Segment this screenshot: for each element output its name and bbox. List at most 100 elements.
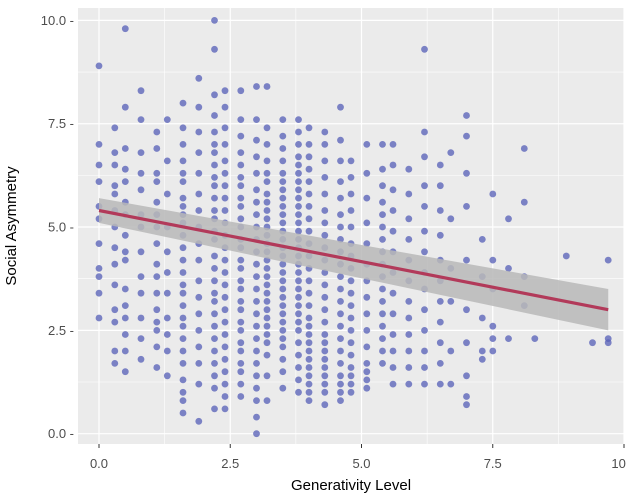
data-point xyxy=(179,157,187,165)
data-point xyxy=(389,347,397,355)
data-point xyxy=(295,351,302,359)
data-point xyxy=(237,298,245,305)
data-point xyxy=(337,273,344,280)
data-point xyxy=(279,327,287,334)
data-point xyxy=(347,339,355,347)
data-point xyxy=(337,103,344,111)
data-point xyxy=(363,343,371,351)
data-point xyxy=(363,141,371,148)
data-point xyxy=(478,347,486,355)
data-point xyxy=(295,153,302,161)
data-point xyxy=(253,153,260,161)
data-point xyxy=(405,215,413,223)
data-point xyxy=(279,302,287,309)
data-point xyxy=(211,252,218,260)
data-point xyxy=(337,360,344,367)
data-point xyxy=(405,298,413,305)
data-point xyxy=(363,360,371,367)
data-point xyxy=(263,306,271,314)
data-point xyxy=(337,194,344,202)
data-point xyxy=(305,314,313,322)
data-point xyxy=(436,161,444,169)
data-point xyxy=(95,161,103,169)
data-point xyxy=(153,306,161,314)
y-tick-label: 0.0 - xyxy=(48,426,74,441)
data-point xyxy=(137,289,145,297)
data-point xyxy=(221,306,229,314)
data-point xyxy=(237,339,245,347)
data-point xyxy=(137,314,145,322)
data-point xyxy=(211,347,218,355)
data-point xyxy=(337,178,344,186)
data-point xyxy=(237,161,245,169)
data-point xyxy=(295,219,302,227)
data-point xyxy=(295,128,302,136)
data-point xyxy=(263,124,271,132)
data-point xyxy=(111,190,119,198)
data-point xyxy=(153,289,161,297)
data-point xyxy=(195,360,203,367)
data-point xyxy=(221,318,229,326)
data-point xyxy=(389,364,397,371)
data-point xyxy=(121,178,129,186)
data-point xyxy=(321,128,329,136)
data-point xyxy=(221,182,229,190)
data-point xyxy=(305,397,313,404)
data-point xyxy=(305,227,313,235)
x-tick-label: 0.0 xyxy=(90,456,108,471)
data-point xyxy=(363,384,371,392)
data-point xyxy=(179,360,187,367)
data-point xyxy=(379,298,386,305)
data-point xyxy=(137,169,145,177)
data-point xyxy=(221,269,229,276)
data-point xyxy=(489,256,497,264)
data-point xyxy=(263,339,271,347)
data-point xyxy=(379,198,386,206)
data-point xyxy=(253,198,260,206)
data-point xyxy=(153,198,161,206)
data-point xyxy=(121,25,129,33)
data-point xyxy=(295,161,302,169)
data-point xyxy=(321,318,329,326)
data-point xyxy=(263,322,271,330)
data-point xyxy=(363,293,371,301)
data-point xyxy=(253,298,260,305)
data-point xyxy=(604,339,612,347)
data-point xyxy=(211,112,218,119)
data-point xyxy=(195,207,203,214)
data-point xyxy=(447,380,455,388)
data-point xyxy=(478,236,486,243)
data-point xyxy=(604,256,612,264)
data-point xyxy=(279,343,287,351)
data-point xyxy=(305,124,313,132)
data-point xyxy=(321,141,329,148)
data-point xyxy=(463,339,470,347)
data-point xyxy=(279,169,287,177)
data-point xyxy=(337,136,344,144)
data-point xyxy=(137,273,145,280)
data-point xyxy=(253,360,260,367)
data-point xyxy=(379,360,386,367)
data-point xyxy=(463,203,470,210)
data-point xyxy=(305,289,313,297)
data-point xyxy=(321,401,329,409)
data-point xyxy=(95,62,103,70)
data-point xyxy=(421,248,428,256)
data-point xyxy=(279,335,287,342)
data-point xyxy=(211,194,218,202)
data-point xyxy=(295,186,302,194)
data-point xyxy=(163,347,171,355)
data-point xyxy=(153,169,161,177)
data-point xyxy=(295,285,302,293)
data-point xyxy=(279,285,287,293)
data-point xyxy=(447,298,455,305)
x-axis-ticks xyxy=(98,444,625,448)
data-point xyxy=(179,397,187,404)
data-point xyxy=(305,355,313,363)
data-point xyxy=(237,149,245,157)
data-point xyxy=(111,306,119,314)
data-point xyxy=(337,322,344,330)
data-point xyxy=(111,124,119,132)
data-point xyxy=(153,327,161,334)
data-point xyxy=(436,318,444,326)
